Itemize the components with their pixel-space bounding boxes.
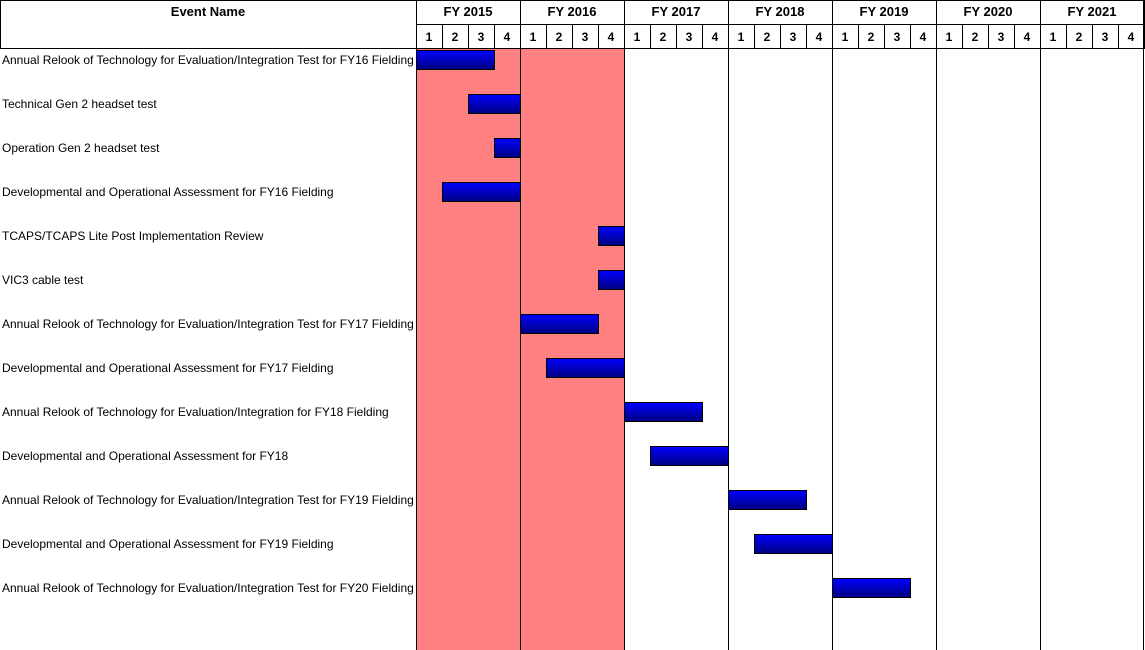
- fiscal-year-label: FY 2017: [652, 4, 701, 19]
- quarter-label: 1: [634, 30, 641, 44]
- task-bar[interactable]: [598, 270, 625, 290]
- quarter-label: 4: [920, 30, 927, 44]
- quarter-label: 3: [478, 30, 485, 44]
- task-bar[interactable]: [468, 94, 521, 114]
- quarter-label: 4: [1128, 30, 1135, 44]
- quarter-label: 3: [1102, 30, 1109, 44]
- task-bar[interactable]: [832, 578, 911, 598]
- task-label: Developmental and Operational Assessment…: [2, 449, 288, 463]
- quarter-label: 3: [582, 30, 589, 44]
- quarter-label: 1: [530, 30, 537, 44]
- task-label: Developmental and Operational Assessment…: [2, 537, 334, 551]
- task-bar[interactable]: [494, 138, 521, 158]
- task-bar[interactable]: [624, 402, 703, 422]
- quarter-label: 4: [608, 30, 615, 44]
- task-bar[interactable]: [546, 358, 625, 378]
- highlight-band: [520, 48, 624, 650]
- task-label: Developmental and Operational Assessment…: [2, 361, 334, 375]
- quarter-label: 2: [972, 30, 979, 44]
- quarter-label: 3: [686, 30, 693, 44]
- task-label: VIC3 cable test: [2, 273, 84, 287]
- task-label: Annual Relook of Technology for Evaluati…: [2, 405, 389, 419]
- task-bar[interactable]: [650, 446, 729, 466]
- task-label: Annual Relook of Technology for Evaluati…: [2, 317, 414, 331]
- task-bar[interactable]: [416, 50, 495, 70]
- fiscal-year-label: FY 2015: [444, 4, 493, 19]
- quarter-label: 2: [1076, 30, 1083, 44]
- fiscal-year-label: FY 2016: [548, 4, 597, 19]
- quarter-label: 1: [426, 30, 433, 44]
- task-label: TCAPS/TCAPS Lite Post Implementation Rev…: [2, 229, 264, 243]
- quarter-label: 4: [712, 30, 719, 44]
- quarter-label: 2: [452, 30, 459, 44]
- event-name-header: Event Name: [171, 4, 245, 19]
- quarter-label: 1: [1050, 30, 1057, 44]
- quarter-label: 2: [556, 30, 563, 44]
- task-label: Developmental and Operational Assessment…: [2, 185, 334, 199]
- quarter-label: 2: [868, 30, 875, 44]
- task-bar[interactable]: [728, 490, 807, 510]
- task-label: Annual Relook of Technology for Evaluati…: [2, 53, 414, 67]
- quarter-label: 4: [816, 30, 823, 44]
- quarter-label: 4: [1024, 30, 1031, 44]
- quarter-label: 4: [504, 30, 511, 44]
- fiscal-year-label: FY 2020: [964, 4, 1013, 19]
- fiscal-year-label: FY 2021: [1068, 4, 1117, 19]
- task-label: Annual Relook of Technology for Evaluati…: [2, 493, 414, 507]
- quarter-label: 2: [660, 30, 667, 44]
- task-label: Technical Gen 2 headset test: [2, 97, 157, 111]
- task-bar[interactable]: [442, 182, 521, 202]
- task-label: Operation Gen 2 headset test: [2, 141, 160, 155]
- fiscal-year-label: FY 2018: [756, 4, 805, 19]
- quarter-label: 3: [790, 30, 797, 44]
- task-bar[interactable]: [754, 534, 833, 554]
- task-label: Annual Relook of Technology for Evaluati…: [2, 581, 414, 595]
- quarter-label: 3: [998, 30, 1005, 44]
- quarter-label: 3: [894, 30, 901, 44]
- fiscal-year-label: FY 2019: [860, 4, 909, 19]
- quarter-label: 1: [738, 30, 745, 44]
- quarter-label: 2: [764, 30, 771, 44]
- quarter-label: 1: [842, 30, 849, 44]
- task-bar[interactable]: [598, 226, 625, 246]
- task-bar[interactable]: [520, 314, 599, 334]
- quarter-label: 1: [946, 30, 953, 44]
